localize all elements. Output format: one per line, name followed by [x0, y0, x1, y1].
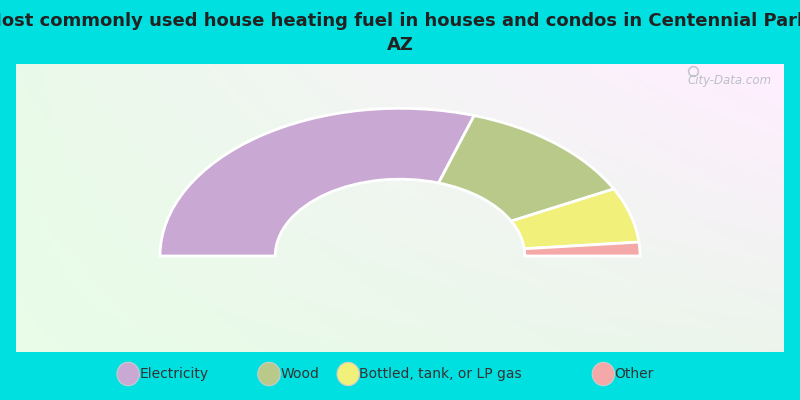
Text: Wood: Wood: [280, 367, 319, 381]
Text: City-Data.com: City-Data.com: [688, 74, 772, 87]
Text: Most commonly used house heating fuel in houses and condos in Centennial Park,
A: Most commonly used house heating fuel in…: [0, 12, 800, 54]
Ellipse shape: [337, 362, 359, 386]
Text: Bottled, tank, or LP gas: Bottled, tank, or LP gas: [359, 367, 522, 381]
Wedge shape: [160, 108, 474, 256]
Text: Electricity: Electricity: [139, 367, 209, 381]
Ellipse shape: [258, 362, 280, 386]
Ellipse shape: [117, 362, 139, 386]
Ellipse shape: [592, 362, 614, 386]
Wedge shape: [524, 242, 640, 256]
Text: Other: Other: [614, 367, 654, 381]
Wedge shape: [438, 116, 614, 221]
Wedge shape: [511, 189, 639, 249]
